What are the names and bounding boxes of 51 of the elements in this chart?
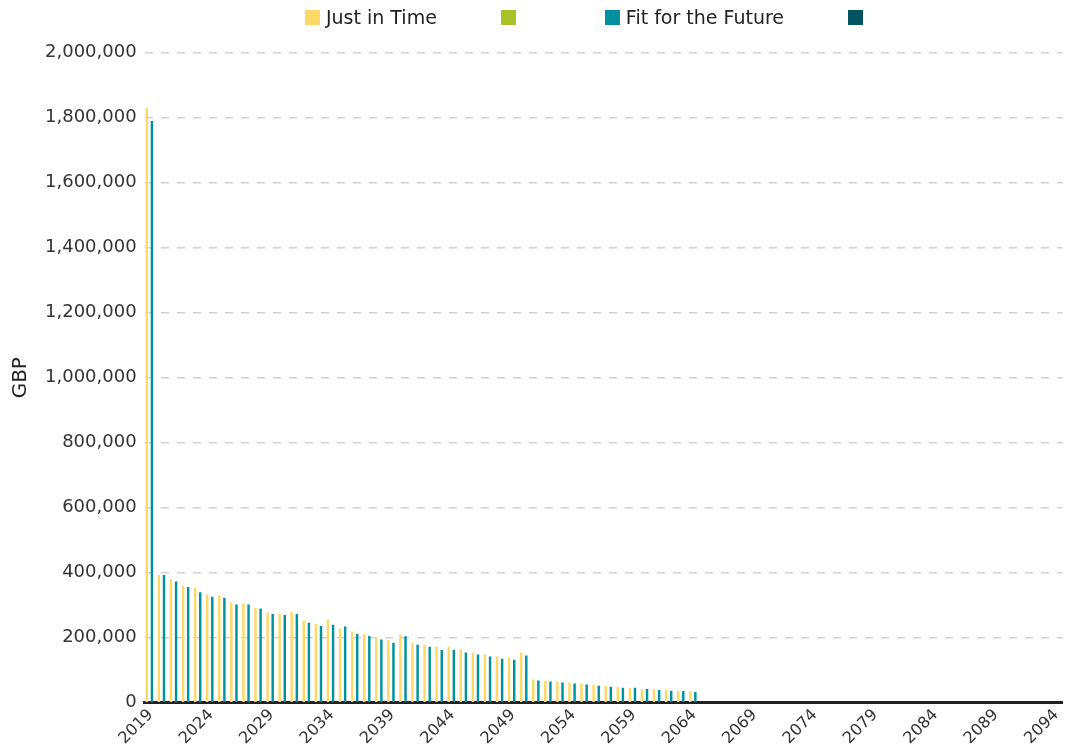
bar xyxy=(561,682,564,702)
bar xyxy=(694,691,697,702)
bar xyxy=(399,634,402,702)
y-tick-label: 800,000 xyxy=(62,430,137,452)
bar xyxy=(392,642,395,702)
bar xyxy=(247,604,250,702)
bar xyxy=(549,681,552,702)
bar xyxy=(544,680,547,702)
bar xyxy=(580,683,583,702)
bar xyxy=(254,608,257,702)
y-tick-label: 0 xyxy=(125,690,137,712)
bar xyxy=(380,639,383,702)
bar xyxy=(411,642,414,702)
bar xyxy=(223,597,226,702)
y-tick-label: 1,800,000 xyxy=(45,105,137,127)
bar xyxy=(290,611,293,702)
bar xyxy=(447,646,450,702)
bar xyxy=(573,683,576,702)
bar xyxy=(235,604,238,702)
bar xyxy=(525,655,528,702)
y-tick-label: 2,000,000 xyxy=(45,40,137,62)
bar xyxy=(368,636,371,702)
bar xyxy=(568,682,571,702)
bar xyxy=(259,608,262,702)
bar xyxy=(537,680,540,702)
bar xyxy=(404,636,407,702)
bar xyxy=(585,684,588,702)
bar xyxy=(230,602,233,702)
bar xyxy=(556,681,559,702)
bar xyxy=(604,685,607,702)
y-tick-label: 1,600,000 xyxy=(45,170,137,192)
y-tick-label: 1,400,000 xyxy=(45,235,137,257)
bar xyxy=(387,640,390,702)
bar xyxy=(278,613,281,702)
bar xyxy=(266,612,269,702)
y-axis-title: GBP xyxy=(7,357,32,399)
y-tick-label: 200,000 xyxy=(62,625,137,647)
bar xyxy=(211,596,214,702)
legend-label: Fit for the Future xyxy=(625,6,785,28)
bar xyxy=(423,644,426,702)
bar xyxy=(435,646,438,702)
bar xyxy=(416,644,419,702)
bar xyxy=(592,684,595,702)
y-tick-label: 400,000 xyxy=(62,560,137,582)
legend-label: Just in Time xyxy=(325,6,437,28)
y-tick-label: 600,000 xyxy=(62,495,137,517)
bar xyxy=(242,603,245,702)
y-tick-label: 1,200,000 xyxy=(45,300,137,322)
bar xyxy=(271,613,274,702)
y-tick-label: 1,000,000 xyxy=(45,365,137,387)
bar xyxy=(428,646,431,702)
